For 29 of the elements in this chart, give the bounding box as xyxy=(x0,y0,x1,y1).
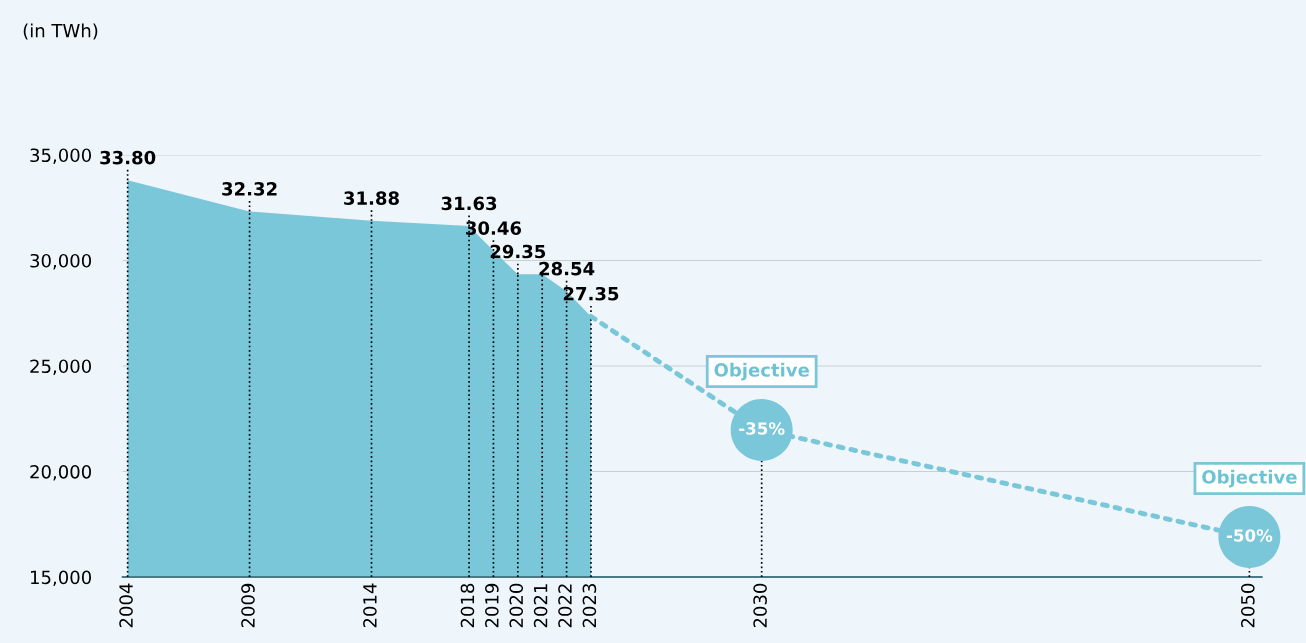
annotation: 28.54 xyxy=(539,261,595,276)
y-tick-label: 25,000 xyxy=(30,359,92,375)
annotation: -35% xyxy=(739,422,785,435)
x-tick-label: 2019 xyxy=(485,583,499,628)
annotation: 29.35 xyxy=(490,244,546,259)
annotation: -50% xyxy=(1226,529,1273,542)
annotation: 31.88 xyxy=(344,191,399,205)
annotation: 30.46 xyxy=(466,221,522,235)
annotation: 32.32 xyxy=(222,182,277,196)
x-tick-label: 2004 xyxy=(119,583,133,628)
x-tick-label: 2018 xyxy=(460,583,475,628)
x-tick-label: 2022 xyxy=(558,584,572,628)
y-tick-label: 15,000 xyxy=(31,570,92,586)
annotation: Objective xyxy=(714,362,809,381)
x-tick-label: 2021 xyxy=(533,584,548,628)
annotation: Objective xyxy=(1202,469,1297,488)
x-tick-label: 2030 xyxy=(753,583,767,628)
annotation: 31.63 xyxy=(441,196,497,211)
x-tick-label: 2023 xyxy=(582,584,597,628)
y-tick-label: 35,000 xyxy=(30,148,92,164)
y-tick-label: 20,000 xyxy=(30,464,92,481)
x-tick-label: 2020 xyxy=(509,583,524,628)
annotation: 27.35 xyxy=(563,286,619,301)
x-tick-label: 2014 xyxy=(363,583,377,628)
x-tick-label: 2050 xyxy=(1240,583,1255,628)
annotation: 33.80 xyxy=(100,150,156,165)
x-tick-label: 2009 xyxy=(241,583,255,628)
y-tick-label: 30,000 xyxy=(30,253,92,270)
text: (in TWh) xyxy=(23,23,98,40)
